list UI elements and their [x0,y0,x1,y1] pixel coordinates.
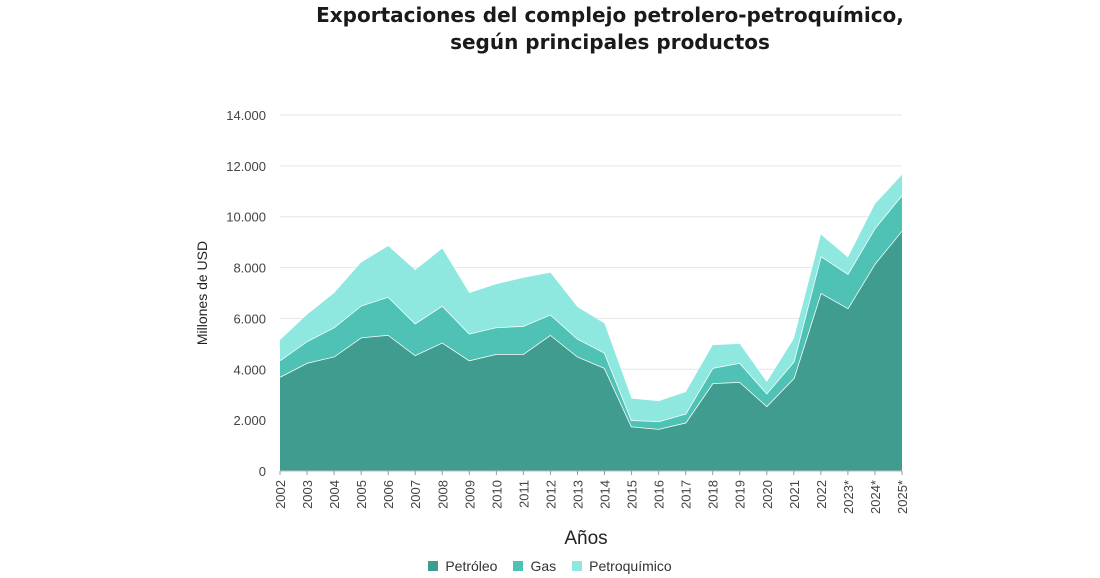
x-tick-label: 2024* [868,480,883,514]
legend-item: Petroquímico [572,558,672,574]
x-tick-label: 2017 [679,480,694,509]
area-petrleo [280,230,902,471]
legend-item: Gas [513,558,556,574]
x-tick-label: 2022 [814,480,829,509]
x-tick-label: 2011 [516,480,531,508]
y-tick-label: 12.000 [226,159,266,174]
x-tick-label: 2004 [327,480,342,509]
legend-label: Petroquímico [589,558,672,574]
chart-title-line2: según principales productos [450,30,770,54]
y-tick-label: 10.000 [226,210,266,225]
x-tick-label: 2015 [625,480,640,509]
legend-swatch [513,561,524,571]
x-tick-label: 2007 [408,480,423,509]
x-tick-label: 2010 [489,480,504,509]
x-tick-label: 2016 [652,480,667,509]
y-tick-label: 0 [259,464,266,479]
legend-item: Petróleo [428,558,497,574]
x-tick-label: 2023* [841,480,856,514]
y-axis-title: Millones de USD [194,241,210,345]
y-tick-label: 2.000 [233,413,266,428]
x-tick-label: 2002 [273,480,288,509]
y-tick-label: 8.000 [233,261,266,276]
legend-swatch [572,561,583,571]
x-tick-label: 2013 [570,480,585,509]
legend-label: Gas [530,558,557,574]
x-tick-label: 2012 [543,480,558,509]
x-tick-label: 2008 [435,480,450,509]
area-petroqumico [280,174,902,422]
legend-label: Petróleo [445,558,498,574]
x-tick-label: 2019 [733,480,748,509]
x-tick-label: 2006 [381,480,396,509]
x-tick-label: 2014 [598,480,613,509]
y-tick-label: 14.000 [226,108,266,123]
chart-legend: Petróleo Gas Petroquímico [0,558,1100,574]
chart-title-line1: Exportaciones del complejo petrolero-pet… [316,3,904,27]
x-tick-label: 2018 [706,480,721,509]
y-tick-label: 6.000 [233,311,266,326]
chart-title: Exportaciones del complejo petrolero-pet… [0,2,1100,56]
x-tick-label: 2020 [760,480,775,509]
x-tick-label: 2009 [462,480,477,509]
x-axis-title: Años [564,528,607,549]
x-tick-label: 2021 [787,480,802,509]
y-tick-label: 4.000 [233,362,266,377]
x-tick-label: 2025* [895,480,910,514]
legend-swatch [428,561,439,571]
x-tick-label: 2003 [300,480,315,509]
x-tick-label: 2005 [354,480,369,509]
